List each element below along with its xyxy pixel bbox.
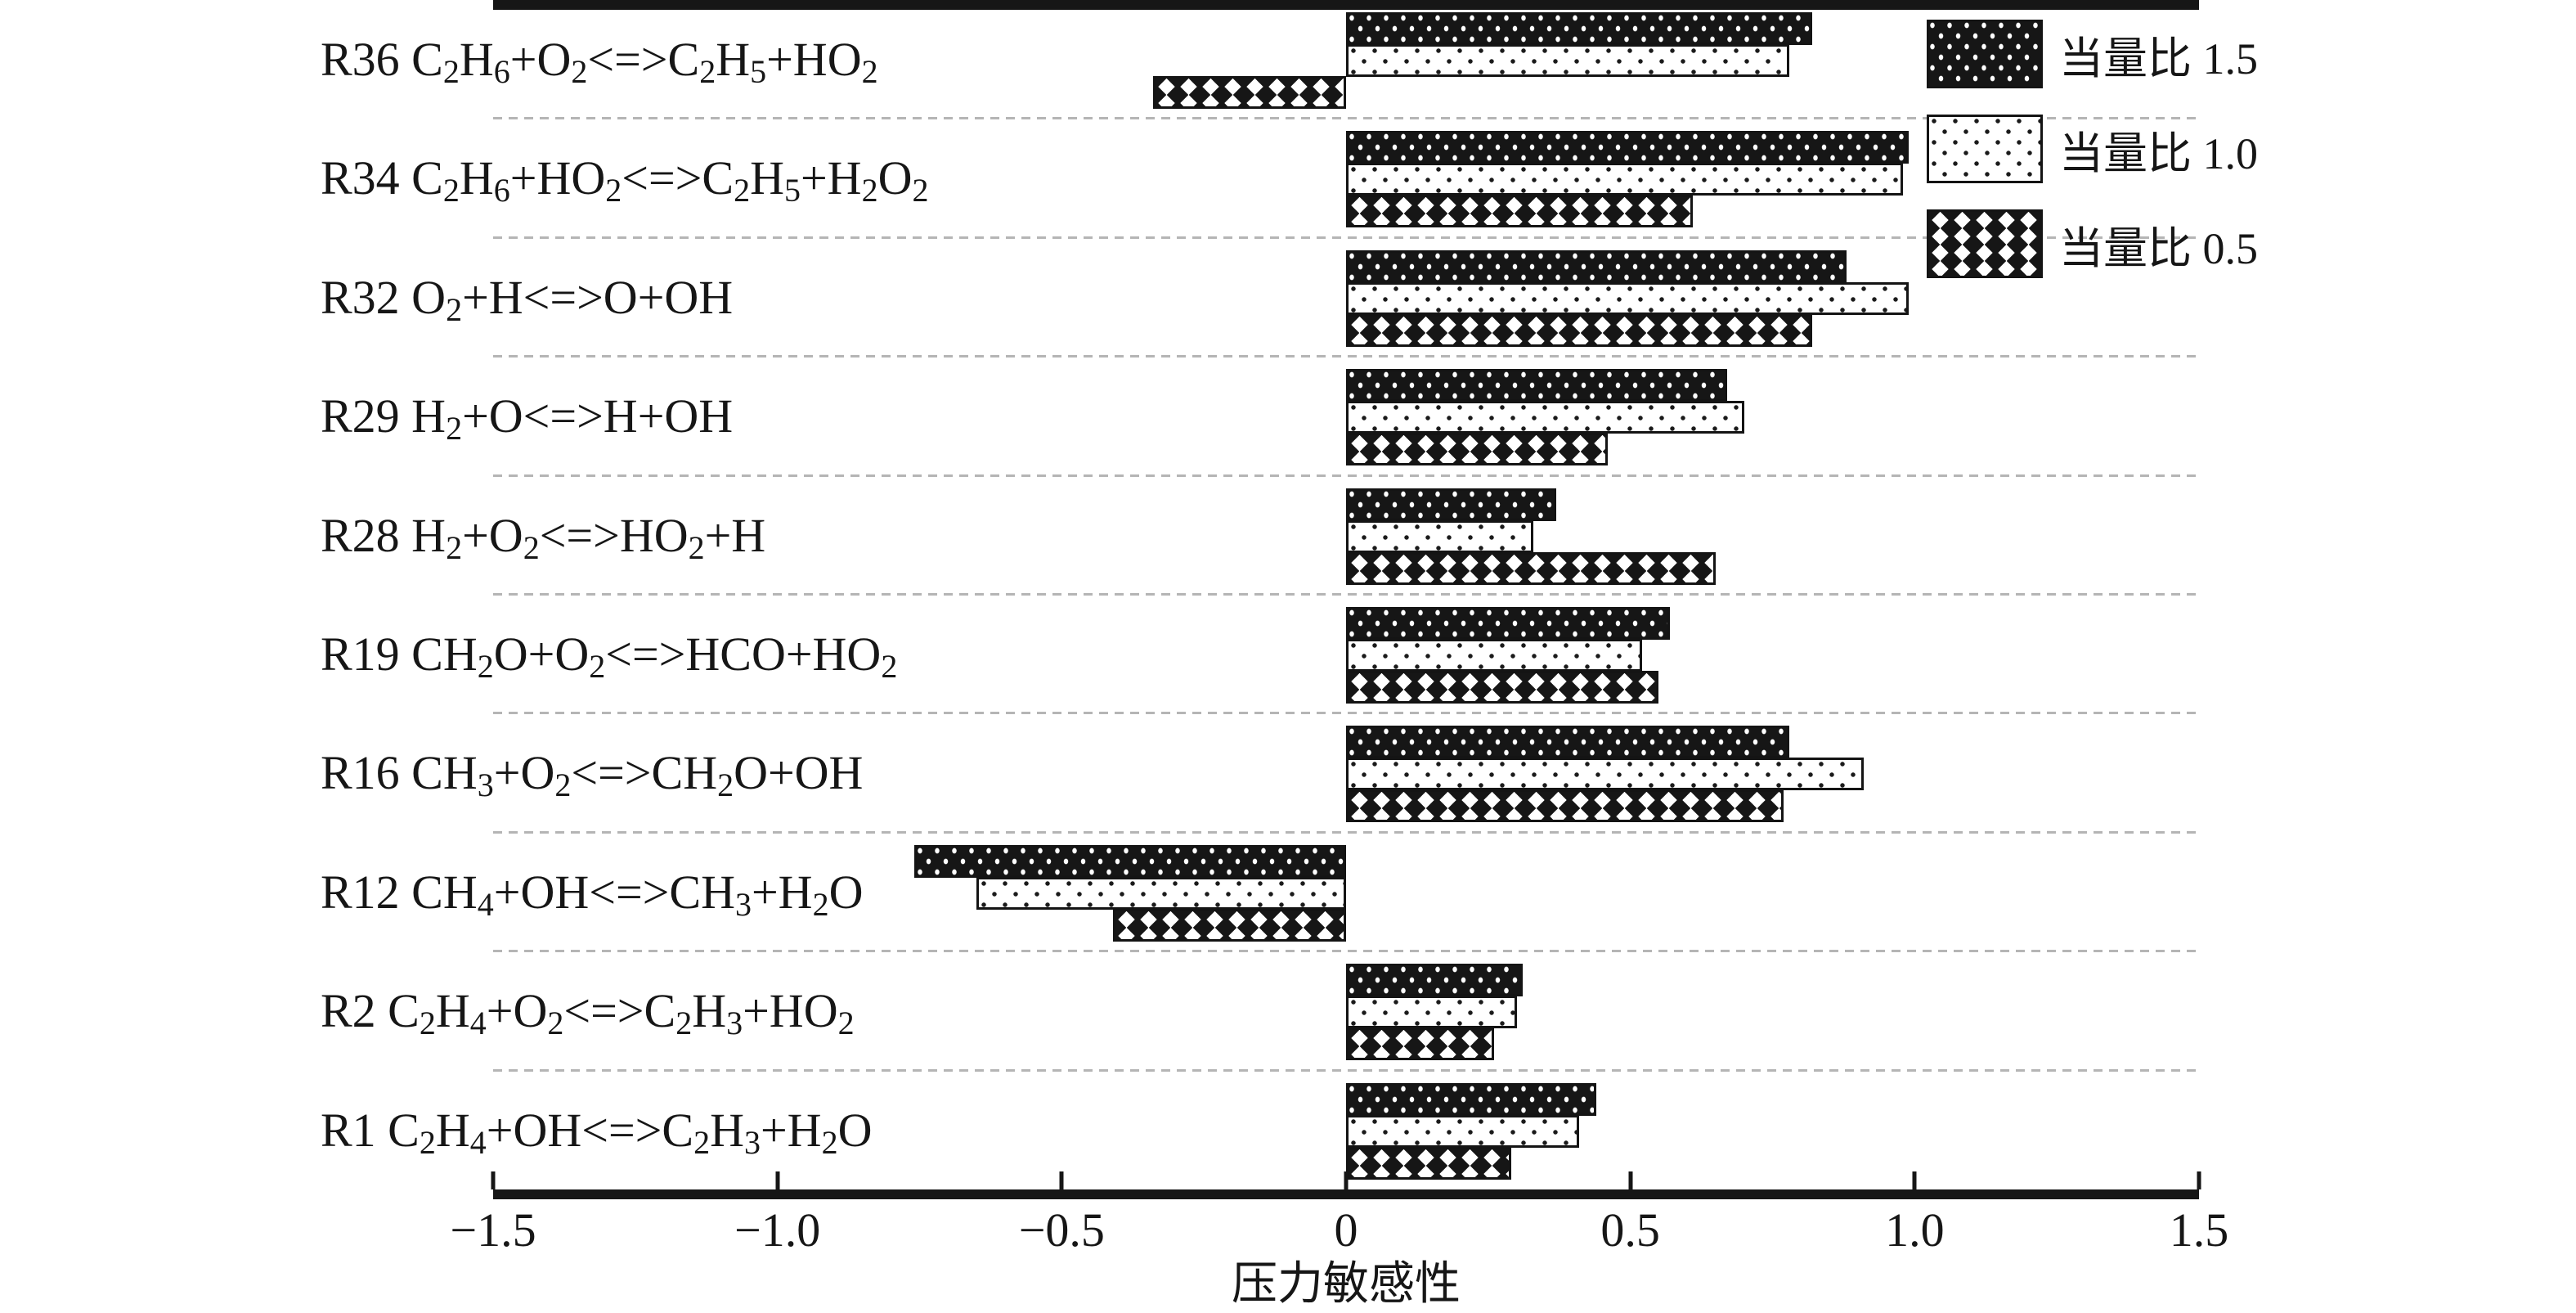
bar-group-R36 (493, 0, 2199, 119)
bar-R2-phi1.5 (1346, 964, 1523, 997)
bar-group-R2 (493, 951, 2199, 1070)
x-tick-−1.5 (491, 1171, 496, 1189)
dashed-separator (493, 474, 2199, 477)
bar-R2-phi0.5 (1346, 1027, 1494, 1061)
bar-R36-phi1.5 (1346, 12, 1813, 45)
y-label-R28: R28 H2+O2<=>HO2+H (321, 508, 766, 566)
x-tick-label-−1.0: −1.0 (734, 1203, 821, 1257)
bar-R29-phi1.5 (1346, 369, 1727, 402)
bar-group-R1 (493, 1071, 2199, 1189)
legend-swatch-icon (1927, 20, 2043, 88)
legend-label: 当量比 1.0 (2059, 128, 2258, 178)
x-tick-1.5 (2197, 1171, 2201, 1189)
x-tick-label-1.0: 1.0 (1885, 1203, 1945, 1257)
legend: 当量比 1.5 当量比 1.0 当量比 0.5 (1927, 20, 2258, 304)
dashed-separator (493, 712, 2199, 715)
dashed-separator (493, 950, 2199, 953)
bar-group-R28 (493, 476, 2199, 595)
x-axis-title: 压力敏感性 (1232, 1259, 1461, 1310)
y-label-R34: R34 C2H6+HO2<=>C2H5+H2O2 (321, 151, 929, 209)
legend-item-1.0: 当量比 1.0 (1927, 115, 2258, 183)
bar-R28-phi1.0 (1346, 519, 1534, 553)
legend-swatch-icon (1927, 115, 2043, 183)
bar-R32-phi0.5 (1346, 313, 1813, 347)
y-label-R12: R12 CH4+OH<=>CH3+H2O (321, 865, 864, 923)
x-tick-−1.0 (775, 1171, 780, 1189)
bar-R29-phi1.0 (1346, 401, 1744, 434)
x-tick-label-−0.5: −0.5 (1018, 1203, 1105, 1257)
bar-group-R32 (493, 238, 2199, 357)
y-label-R16: R16 CH3+O2<=>CH2O+OH (321, 746, 864, 804)
bar-R16-phi1.5 (1346, 726, 1790, 759)
dashed-separator (493, 236, 2199, 239)
bar-R34-phi1.0 (1346, 163, 1904, 196)
bar-R36-phi1.0 (1346, 44, 1790, 77)
x-tick-1.0 (1912, 1171, 1917, 1189)
dashed-separator (493, 355, 2199, 358)
bar-R28-phi0.5 (1346, 551, 1716, 585)
y-label-R36: R36 C2H6+O2<=>C2H5+HO2 (321, 33, 878, 90)
bar-R1-phi0.5 (1346, 1146, 1511, 1180)
y-label-R2: R2 C2H4+O2<=>C2H3+HO2 (321, 984, 855, 1041)
bar-R19-phi1.0 (1346, 639, 1642, 672)
bar-R34-phi1.5 (1346, 131, 1910, 164)
y-label-R32: R32 O2+H<=>O+OH (321, 270, 734, 328)
bar-R32-phi1.5 (1346, 250, 1847, 283)
bar-R12-phi1.5 (913, 844, 1346, 878)
bar-group-R16 (493, 713, 2199, 832)
bar-group-R29 (493, 357, 2199, 475)
bar-group-R19 (493, 595, 2199, 713)
bar-R32-phi1.0 (1346, 281, 1910, 315)
bar-R16-phi0.5 (1346, 789, 1784, 823)
legend-label: 当量比 1.5 (2059, 34, 2258, 83)
legend-item-1.5: 当量比 1.5 (1927, 20, 2258, 88)
x-tick-0.5 (1628, 1171, 1633, 1189)
x-tick-label-1.5: 1.5 (2169, 1203, 2229, 1257)
dashed-separator (493, 593, 2199, 596)
bar-R28-phi1.5 (1346, 488, 1557, 521)
legend-item-0.5: 当量比 0.5 (1927, 209, 2258, 278)
bar-R19-phi0.5 (1346, 671, 1659, 704)
bar-R1-phi1.5 (1346, 1082, 1596, 1116)
bar-R29-phi0.5 (1346, 433, 1608, 466)
dashed-separator (493, 830, 2199, 834)
bar-group-R34 (493, 119, 2199, 237)
legend-swatch-icon (1927, 209, 2043, 278)
x-axis-line (493, 1189, 2199, 1199)
x-tick-label-0.5: 0.5 (1600, 1203, 1660, 1257)
bar-R12-phi1.0 (976, 876, 1346, 910)
bar-R1-phi1.0 (1346, 1114, 1580, 1148)
legend-label: 当量比 0.5 (2059, 223, 2258, 273)
bar-group-R12 (493, 833, 2199, 951)
bar-R2-phi1.0 (1346, 996, 1517, 1029)
x-tick-0 (1344, 1171, 1349, 1189)
bar-R36-phi0.5 (1152, 76, 1346, 109)
bar-R12-phi0.5 (1112, 908, 1346, 942)
y-label-R19: R19 CH2O+O2<=>HCO+HO2 (321, 627, 898, 685)
bar-R16-phi1.0 (1346, 758, 1864, 791)
y-label-R29: R29 H2+O<=>H+OH (321, 389, 734, 447)
y-axis-labels: R36 C2H6+O2<=>C2H5+HO2 R34 C2H6+HO2<=>C2H… (0, 0, 928, 1189)
dashed-separator (493, 1068, 2199, 1072)
plot-top-border (493, 0, 2199, 10)
x-tick-label-0: 0 (1334, 1203, 1358, 1257)
bar-R34-phi0.5 (1346, 195, 1694, 228)
x-tick-label-−1.5: −1.5 (450, 1203, 536, 1257)
dashed-separator (493, 117, 2199, 120)
y-label-R1: R1 C2H4+OH<=>C2H3+H2O (321, 1103, 873, 1161)
x-tick-−0.5 (1059, 1171, 1064, 1189)
plot-area (491, 0, 2201, 1199)
bar-R19-phi1.5 (1346, 607, 1671, 640)
x-tick-labels: −1.5 −1.0 −0.5 0 0.5 1.0 1.5 (450, 1203, 2228, 1257)
